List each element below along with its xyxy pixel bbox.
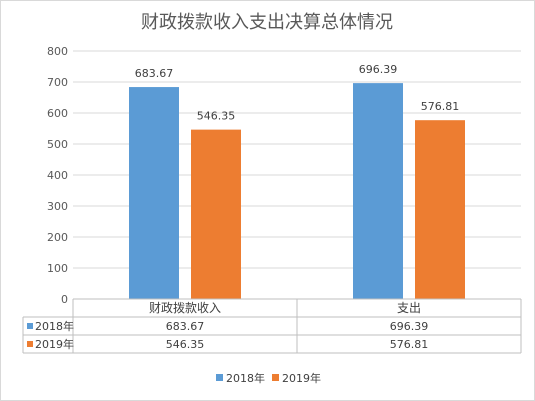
chart-title: 财政拨款收入支出决算总体情况 bbox=[141, 12, 393, 33]
table-legend-key bbox=[27, 341, 33, 347]
y-tick-label: 800 bbox=[47, 45, 68, 58]
y-tick-label: 100 bbox=[47, 262, 68, 275]
legend-swatch bbox=[272, 374, 279, 381]
y-tick-label: 600 bbox=[47, 107, 68, 120]
y-tick-label: 200 bbox=[47, 231, 68, 244]
data-labels: 683.67 546.35 696.39 576.81 bbox=[135, 63, 460, 123]
data-label: 683.67 bbox=[135, 67, 174, 80]
data-label: 546.35 bbox=[197, 110, 236, 123]
legend-label: 2018年 bbox=[226, 371, 265, 385]
data-label: 696.39 bbox=[359, 63, 398, 76]
category-label: 支出 bbox=[397, 301, 421, 315]
bar bbox=[353, 83, 403, 299]
bar bbox=[129, 87, 179, 299]
legend: 2018年 2019年 bbox=[216, 371, 321, 385]
data-label: 576.81 bbox=[421, 100, 460, 113]
legend-swatch bbox=[216, 374, 223, 381]
table-cell: 576.81 bbox=[390, 338, 429, 351]
table-legend-key bbox=[27, 323, 33, 329]
y-tick-label: 400 bbox=[47, 169, 68, 182]
data-table: 财政拨款收入 支出 2018年 683.67 696.39 2019年 546.35 576.… bbox=[22, 298, 522, 354]
y-tick-label: 500 bbox=[47, 138, 68, 151]
bar bbox=[415, 120, 465, 299]
table-series-label: 2019年 bbox=[35, 337, 74, 351]
y-tick-label: 300 bbox=[47, 200, 68, 213]
table-cell: 696.39 bbox=[390, 320, 429, 333]
table-cell: 683.67 bbox=[166, 320, 205, 333]
y-axis: 0 100 200 300 400 500 600 700 800 bbox=[47, 45, 68, 306]
bar bbox=[191, 129, 241, 299]
y-tick-label: 0 bbox=[61, 293, 68, 306]
table-series-label: 2018年 bbox=[35, 319, 74, 333]
table-cell: 546.35 bbox=[166, 338, 205, 351]
category-label: 财政拨款收入 bbox=[149, 301, 221, 315]
y-tick-label: 700 bbox=[47, 76, 68, 89]
legend-label: 2019年 bbox=[282, 371, 321, 385]
bars bbox=[129, 83, 465, 299]
